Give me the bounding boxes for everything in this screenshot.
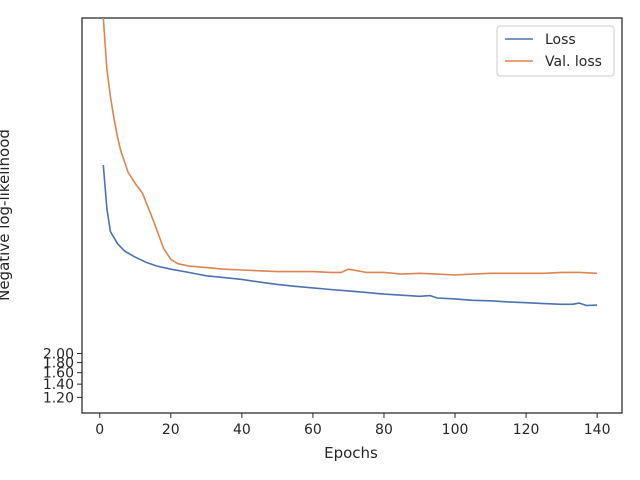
- legend: Loss Val. loss: [496, 25, 615, 77]
- x-tick-label: 120: [513, 422, 540, 438]
- x-tick-label: 80: [375, 422, 393, 438]
- x-tick-label: 20: [162, 422, 180, 438]
- x-axis-title: Epochs: [324, 444, 378, 462]
- y-tick-label: 2.00: [43, 347, 74, 363]
- x-tick-label: 40: [233, 422, 251, 438]
- y-tick-label: 1.60: [43, 366, 74, 382]
- x-tick-label: 0: [95, 422, 104, 438]
- y-tick-label: 1.20: [43, 390, 74, 406]
- x-tick-label: 60: [304, 422, 322, 438]
- legend-label: Loss: [545, 32, 576, 48]
- plot-marks: 0 20 40 60 80 100 120 140 1.201.401.601.802.00: [43, 17, 623, 438]
- y-tick-label: 1.80: [43, 356, 74, 372]
- val-loss-line: [102, 17, 598, 276]
- x-tick-label: 140: [584, 422, 611, 438]
- y-axis-title: Negative log-likelihood: [0, 129, 13, 301]
- plot-frame: [81, 17, 623, 414]
- y-tick-label: 1.40: [43, 377, 74, 393]
- legend-label: Val. loss: [545, 54, 602, 70]
- loss-line: [102, 165, 598, 307]
- x-tick-label: 100: [442, 422, 469, 438]
